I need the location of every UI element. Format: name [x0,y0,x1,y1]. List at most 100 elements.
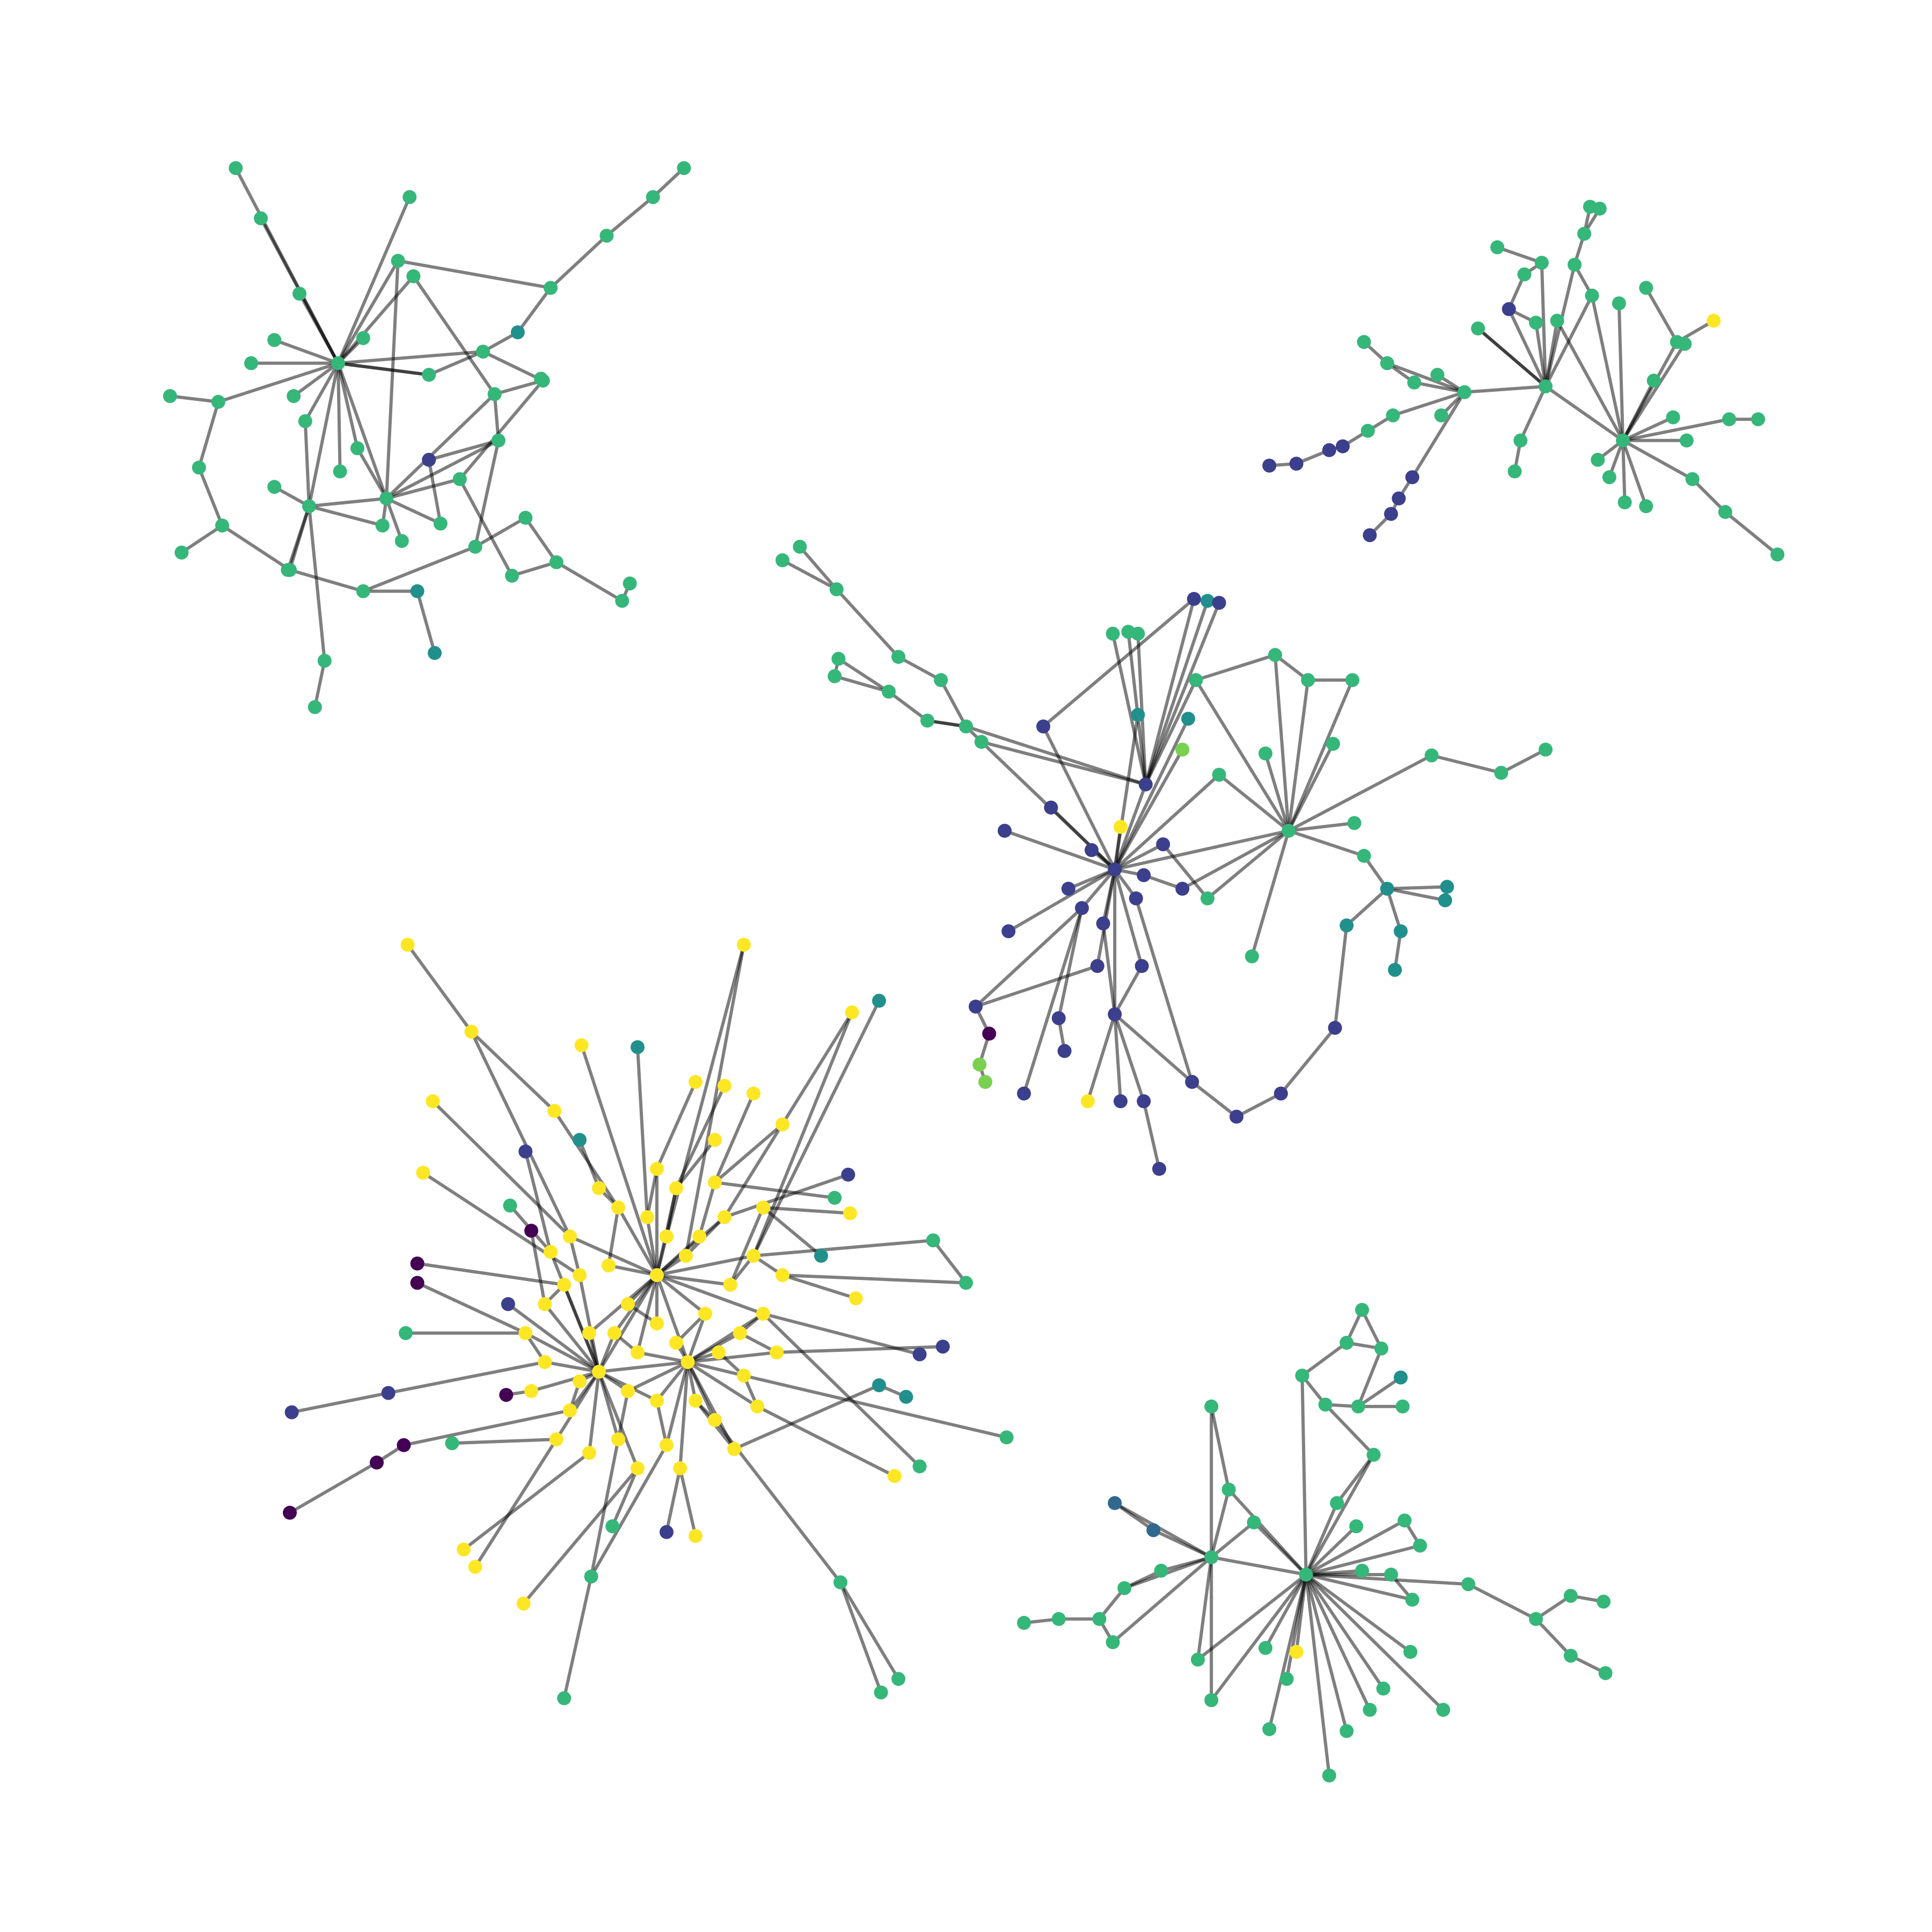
graph-node [379,491,393,506]
graph-node [611,1201,625,1214]
graph-edge [1161,843,1209,899]
graph-edge [1113,826,1122,870]
graph-node [1502,302,1516,316]
graph-node [660,1230,674,1243]
graph-node [1017,1616,1031,1630]
graph-node [1282,824,1296,838]
graph-node [926,1233,940,1248]
graph-node [1513,433,1528,448]
graph-node [882,684,896,699]
graph-node [445,1436,459,1451]
graph-node [287,389,301,403]
graph-node [650,1268,664,1282]
graph-edge [1621,379,1656,442]
graph-edge [686,1361,736,1450]
graph-edge [637,1351,689,1364]
graph-node [1374,1341,1388,1356]
graph-node [1388,963,1402,977]
graph-node [646,190,660,204]
graph-edge [336,363,359,449]
graph-edge [1114,1502,1154,1532]
graph-node [1436,1703,1451,1717]
graph-node [1517,267,1532,282]
graph-edge [724,1173,849,1219]
graph-edge [1191,1080,1238,1118]
graph-node [1597,1594,1611,1609]
graph-node [1106,626,1120,641]
graph-node [452,472,467,486]
graph-node [468,1560,482,1574]
graph-edge [338,361,429,377]
graph-edge [1644,287,1679,343]
graph-edge [1004,829,1116,871]
graph-edge [170,394,219,404]
graph-edge [1387,887,1446,902]
graph-node [400,938,415,952]
graph-node [708,1133,722,1147]
graph-node [1355,1563,1369,1578]
graph-edge [463,1451,590,1551]
graph-edge [562,1576,593,1699]
graph-node [284,1405,299,1419]
graph-node [410,584,425,598]
graph-node [1114,1094,1128,1108]
graph-node [1247,1515,1261,1529]
graph-node [1204,1550,1219,1564]
graph-edge [965,724,1146,786]
graph-node [518,510,533,525]
graph-node [1457,385,1472,399]
graph-edge [799,545,838,590]
graph-node [605,1519,620,1533]
graph-edge [336,196,411,364]
component-nodes-bottom-right [1017,1302,1613,1783]
graph-edge [1152,1528,1212,1559]
graph-edge [687,1360,744,1378]
graph-node [356,331,370,345]
graph-edge [1113,869,1144,967]
graph-edge [1555,320,1624,442]
graph-node [1129,891,1143,905]
graph-edge [1287,679,1310,831]
graph-edge [516,287,552,333]
graph-node [756,1201,770,1214]
graph-node [1326,737,1340,751]
graph-node [505,568,519,583]
graph-node [1529,1612,1543,1626]
graph-node [1106,1635,1120,1649]
graph-edge [1304,1574,1349,1732]
graph-edge [714,1123,784,1184]
graph-edge [665,1188,678,1237]
graph-node [302,499,316,514]
graph-node [1295,1368,1309,1383]
graph-edge [1144,679,1198,785]
graph-node [1268,648,1282,662]
graph-node [737,1368,751,1383]
graph-edge [1144,602,1221,785]
graph-edge [1197,1573,1307,1661]
graph-edge [1360,1309,1383,1350]
graph-edge [1288,821,1355,832]
graph-edge [197,401,220,469]
graph-node [1534,255,1549,270]
graph-node [673,1461,687,1475]
graph-node [468,539,482,554]
graph-edge [1305,1573,1411,1653]
graph-edge [1385,888,1402,932]
graph-node [1057,1044,1072,1058]
graph-edge [617,1206,658,1276]
graph-node [563,1403,577,1417]
graph-node [1181,712,1195,726]
graph-node [1539,379,1553,393]
component-nodes-top-left [163,161,691,714]
graph-node [689,1394,702,1408]
graph-node [1175,882,1190,896]
graph-node [833,1575,847,1590]
graph-edge [743,1374,1007,1439]
graph-node [831,652,846,666]
graph-edge [524,1331,600,1373]
graph-node [370,1455,384,1470]
graph-node [1397,1513,1412,1528]
graph-edge [507,1302,600,1373]
graph-edge [686,1313,707,1363]
graph-edge [897,655,942,682]
